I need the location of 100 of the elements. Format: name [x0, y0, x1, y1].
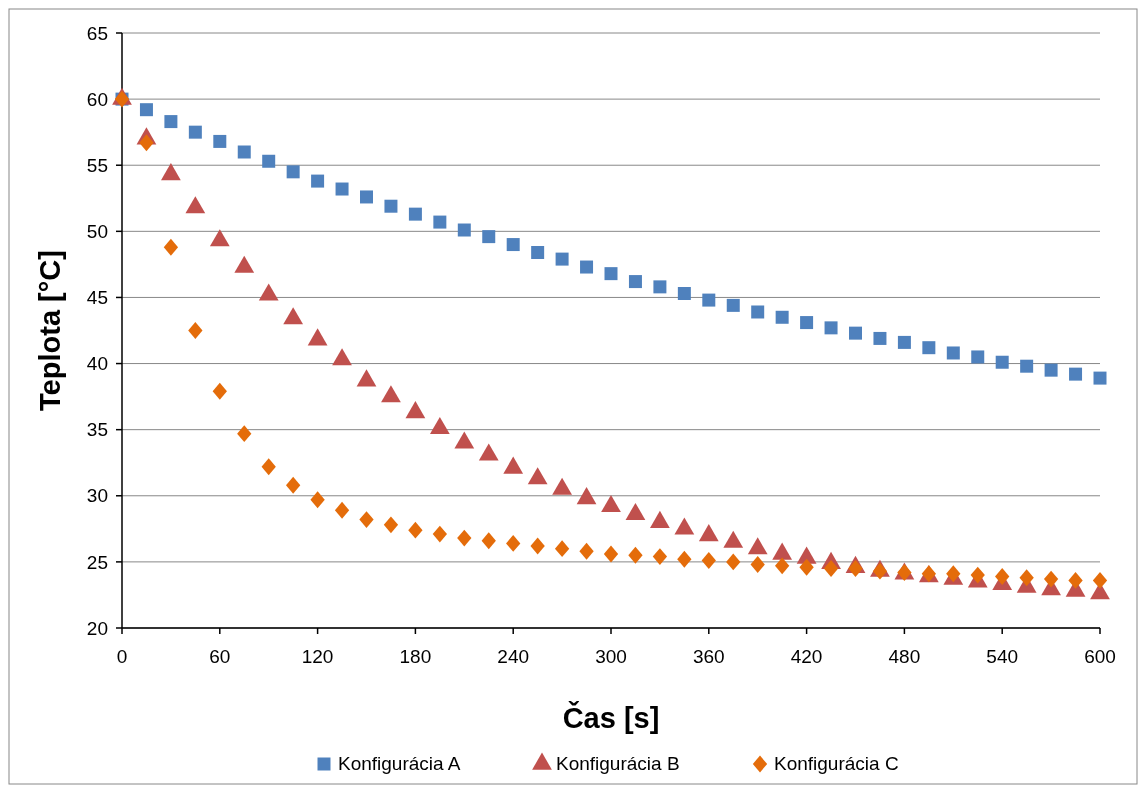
point: [751, 305, 765, 319]
point: [408, 521, 423, 539]
x-tick-label: 120: [301, 646, 334, 667]
point: [360, 190, 373, 204]
point: [506, 238, 520, 252]
point: [530, 537, 545, 555]
x-tick-label: 180: [399, 646, 432, 667]
point: [702, 293, 716, 307]
point: [848, 560, 863, 577]
point: [506, 534, 521, 552]
point: [726, 298, 740, 312]
legend-label: Konfigurácia C: [774, 753, 899, 774]
point: [653, 280, 667, 294]
x-tick-label: 600: [1084, 646, 1116, 667]
y-tick-label: 30: [86, 485, 108, 507]
x-axis-title: Čas [s]: [562, 701, 660, 734]
point: [579, 542, 594, 560]
point: [873, 331, 887, 345]
point: [286, 165, 300, 179]
point: [139, 134, 154, 152]
point: [408, 207, 422, 221]
point: [701, 552, 716, 570]
x-tick-label: 420: [790, 646, 823, 667]
point: [1093, 371, 1107, 385]
y-tick-label: 55: [86, 154, 108, 176]
point: [262, 154, 276, 168]
point: [603, 545, 619, 563]
point: [188, 125, 202, 139]
point: [971, 350, 985, 364]
point: [799, 558, 814, 576]
point: [897, 335, 911, 349]
point: [213, 134, 227, 148]
point: [457, 529, 472, 547]
point: [824, 321, 838, 335]
point: [433, 215, 447, 229]
point: [237, 425, 252, 443]
legend-label: Konfigurácia B: [556, 753, 680, 774]
x-tick-label: 300: [595, 646, 627, 667]
point: [384, 199, 398, 213]
point: [237, 145, 251, 159]
point: [580, 260, 594, 274]
y-tick-label: 60: [86, 88, 108, 110]
point: [775, 310, 789, 324]
point: [1043, 570, 1059, 588]
y-tick-label: 45: [86, 287, 108, 309]
point: [139, 103, 153, 117]
point: [1069, 367, 1083, 381]
point: [1019, 569, 1034, 587]
point: [1044, 363, 1058, 377]
point: [1068, 571, 1083, 589]
point: [335, 182, 349, 196]
point: [628, 546, 643, 564]
point: [432, 525, 447, 543]
point: [849, 326, 862, 340]
legend-label: Konfigurácia A: [338, 753, 461, 774]
point: [922, 341, 936, 355]
point: [212, 382, 227, 400]
point: [604, 267, 618, 281]
point: [286, 476, 301, 494]
x-tick-label: 480: [888, 646, 921, 667]
point: [970, 566, 985, 584]
point: [261, 458, 276, 476]
point: [995, 355, 1009, 369]
y-tick-label: 25: [86, 551, 108, 573]
point: [750, 556, 765, 573]
point: [652, 548, 668, 566]
point: [1092, 571, 1108, 589]
x-tick-label: 240: [497, 646, 530, 667]
point: [800, 316, 814, 330]
y-tick-label: 50: [86, 220, 108, 242]
point: [677, 550, 692, 568]
point: [164, 115, 178, 129]
x-tick-label: 540: [986, 646, 1019, 667]
point: [555, 252, 569, 266]
x-tick-label: 0: [116, 646, 128, 667]
y-tick-label: 35: [86, 419, 108, 441]
point: [359, 511, 374, 529]
point: [531, 245, 545, 259]
point: [311, 174, 325, 188]
y-axis-title: Teplota [°C]: [34, 250, 66, 411]
point: [775, 557, 790, 575]
point: [457, 223, 471, 237]
point: [383, 516, 399, 534]
y-tick-label: 40: [86, 353, 108, 375]
point: [482, 230, 496, 244]
point: [481, 532, 496, 550]
point: [163, 238, 179, 256]
x-tick-label: 60: [209, 646, 231, 667]
point: [995, 567, 1010, 585]
point: [188, 322, 203, 339]
y-tick-label: 65: [86, 22, 108, 44]
point: [946, 346, 960, 360]
x-tick-label: 360: [692, 646, 725, 667]
point: [823, 560, 839, 577]
y-tick-label: 20: [86, 617, 108, 639]
point: [677, 286, 691, 300]
point: [310, 491, 325, 509]
point: [628, 275, 642, 289]
point: [726, 553, 741, 571]
point: [334, 501, 350, 519]
